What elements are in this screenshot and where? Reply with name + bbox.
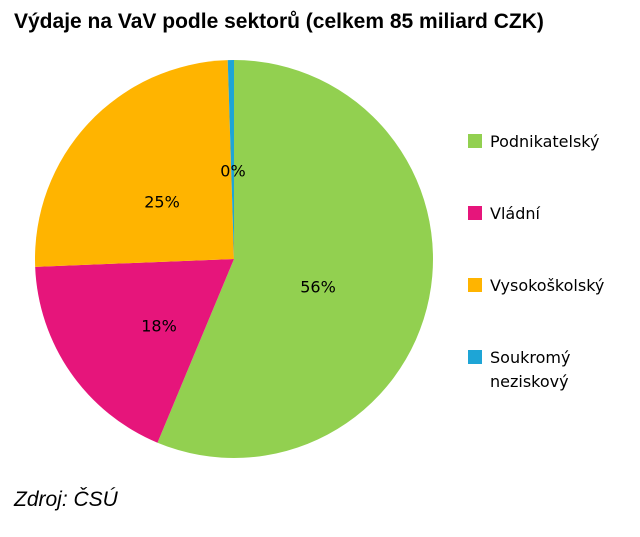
pie-slice-2	[35, 60, 234, 267]
legend-swatch-3	[468, 350, 482, 364]
pie-labels: 56% 18% 25% 0%	[141, 162, 336, 336]
legend-item-3: Soukromý neziskový	[468, 346, 610, 394]
legend-item-0: Podnikatelský	[468, 130, 610, 154]
source-note: Zdroj: ČSÚ	[14, 488, 118, 511]
pie-label-1: 18%	[141, 317, 177, 336]
pie-slice-3	[227, 60, 234, 259]
pie-slice-0	[157, 60, 433, 458]
legend-item-1: Vládní	[468, 202, 610, 226]
legend-label-1: Vládní	[490, 204, 540, 223]
legend-swatch-1	[468, 206, 482, 220]
pie-slice-1	[35, 259, 234, 443]
pie-label-2: 25%	[144, 193, 180, 212]
chart-title: Výdaje na VaV podle sektorů (celkem 85 m…	[14, 10, 544, 33]
legend-label-0: Podnikatelský	[490, 132, 600, 151]
legend-item-2: Vysokoškolský	[468, 274, 610, 298]
legend-label-2: Vysokoškolský	[490, 276, 605, 295]
legend-swatch-2	[468, 278, 482, 292]
legend-label-3: Soukromý neziskový	[490, 348, 571, 391]
legend-swatch-0	[468, 134, 482, 148]
pie-label-0: 56%	[300, 278, 336, 297]
pie-label-3: 0%	[220, 162, 245, 181]
pie-slices	[35, 60, 433, 458]
